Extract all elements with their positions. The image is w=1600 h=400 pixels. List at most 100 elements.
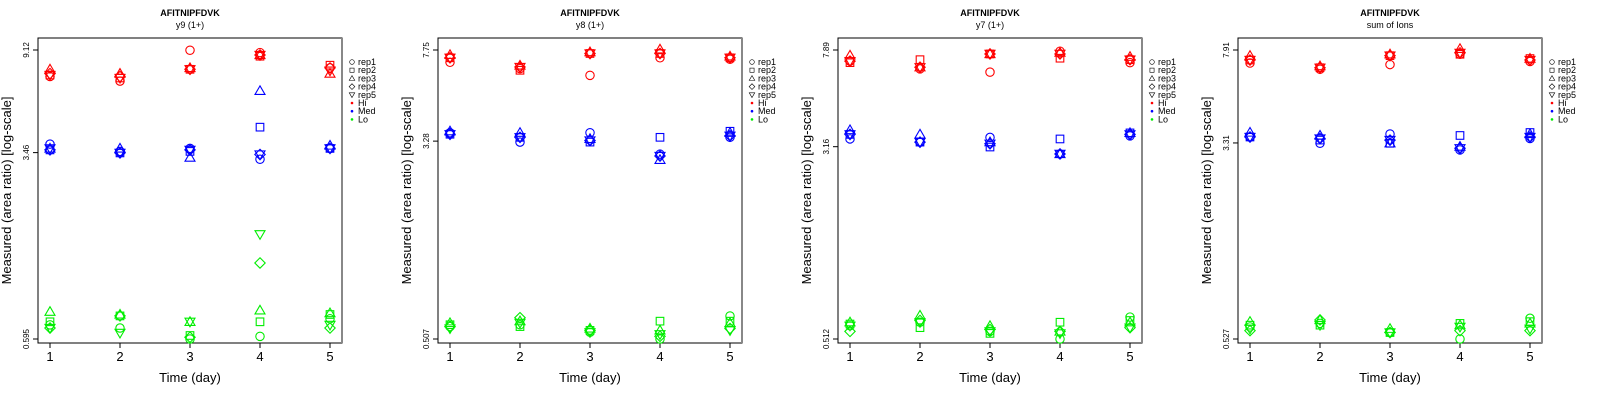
x-axis-label: Time (day)	[959, 370, 1021, 385]
data-point-lo-rep1	[725, 311, 735, 321]
legend-label: rep2	[1158, 65, 1176, 75]
x-tick-label: 1	[446, 349, 453, 364]
legend-symbol-icon	[1548, 92, 1556, 99]
data-point-lo-rep3	[324, 306, 336, 318]
data-point-lo-rep2	[255, 317, 265, 327]
legend-symbol-icon	[1549, 59, 1555, 65]
legend-label: rep5	[758, 90, 776, 100]
data-point-hi-rep5	[914, 63, 926, 74]
data-point-med-rep5	[654, 151, 666, 163]
data-point-lo-rep1	[1455, 334, 1465, 344]
legend-symbol-icon	[348, 83, 356, 90]
legend-symbol-icon	[1149, 59, 1155, 65]
x-axis-label: Time (day)	[159, 370, 221, 385]
data-point-lo-rep5	[1314, 321, 1326, 332]
y-axis-label: Measured (area ratio) [log-scale]	[0, 97, 14, 285]
x-axis-label: Time (day)	[559, 370, 621, 385]
data-point-med-rep1	[515, 137, 525, 147]
data-point-med-rep3	[184, 151, 196, 162]
legend-label: Med	[1158, 106, 1176, 116]
data-point-med-rep1	[185, 143, 195, 154]
data-point-lo-rep5	[44, 323, 56, 335]
legend-symbol-icon	[748, 75, 756, 81]
data-point-med-rep5	[254, 150, 266, 161]
legend-symbol-icon	[748, 92, 756, 99]
data-point-lo-rep5	[984, 327, 996, 338]
y-axis-label: Measured (area ratio) [log-scale]	[399, 97, 414, 285]
data-point-med-rep1	[45, 139, 55, 149]
data-point-hi-rep4	[324, 61, 336, 74]
data-point-lo-rep5	[1524, 324, 1536, 335]
data-point-med-rep5	[444, 130, 456, 141]
data-point-hi-rep5	[444, 53, 456, 64]
data-point-med-rep3	[114, 142, 126, 153]
y-tick-label: 7.89	[822, 42, 831, 58]
y-tick-label: 9.12	[22, 42, 31, 58]
data-point-med-rep2	[255, 122, 265, 132]
data-point-hi-rep5	[114, 73, 126, 85]
y-tick-label: 0.507	[422, 328, 431, 349]
data-point-med-rep5	[324, 144, 336, 155]
data-point-lo-rep3	[44, 305, 56, 316]
legend-label: rep3	[1158, 73, 1176, 83]
data-point-med-rep5	[914, 137, 926, 149]
data-point-hi-rep5	[324, 66, 336, 77]
x-tick-label: 4	[656, 349, 663, 364]
plot-frame	[437, 37, 743, 344]
y-tick-label: 0.527	[1222, 328, 1231, 349]
data-point-med-rep3	[254, 84, 266, 96]
data-point-hi-rep5	[184, 65, 196, 76]
legend-symbol-icon	[348, 75, 356, 81]
legend-symbol-icon	[348, 83, 356, 90]
y-tick-label: 7.91	[1222, 42, 1231, 58]
legend-symbol-icon	[1149, 67, 1155, 73]
legend-label: Hi	[758, 98, 767, 108]
data-point-hi-rep5	[844, 56, 856, 68]
chart-subtitle: sum of Ions	[1367, 20, 1414, 30]
x-tick-label: 3	[586, 349, 593, 364]
legend-dot-icon	[1150, 118, 1154, 121]
legend-symbol-icon	[1149, 59, 1155, 65]
data-point-hi-rep5	[1054, 49, 1066, 61]
data-point-lo-rep4	[324, 322, 336, 335]
legend-label: rep3	[358, 73, 376, 83]
legend-symbol-icon	[748, 92, 756, 99]
x-tick-label: 2	[516, 349, 523, 364]
chart-title: AFITNIPFDVK	[1360, 8, 1420, 18]
data-point-lo-rep5	[444, 324, 456, 335]
data-point-lo-rep5	[914, 318, 926, 329]
data-point-lo-rep4	[254, 257, 266, 269]
data-point-hi-rep3	[1454, 42, 1466, 53]
data-point-hi-rep3	[654, 43, 666, 54]
legend-symbol-icon	[1548, 75, 1556, 81]
data-point-lo-rep1	[655, 334, 665, 344]
x-tick-label: 3	[986, 349, 993, 364]
data-point-hi-rep5	[654, 49, 666, 60]
data-point-hi-rep2	[515, 65, 525, 75]
data-point-lo-rep3	[984, 319, 996, 330]
data-point-lo-rep1	[255, 331, 265, 342]
legend-symbol-icon	[1149, 67, 1155, 73]
legend-symbol-icon	[749, 59, 755, 65]
chart-subtitle: y8 (1+)	[576, 20, 604, 30]
legend-symbol-icon	[349, 59, 355, 65]
legend-symbol-icon	[749, 67, 755, 73]
legend-label: rep4	[1558, 82, 1576, 92]
legend-symbol-icon	[1148, 92, 1156, 99]
data-point-hi-rep3	[844, 49, 856, 60]
data-point-hi-rep5	[984, 49, 996, 61]
data-point-lo-rep3	[1124, 316, 1136, 327]
legend-label: Hi	[1158, 98, 1167, 108]
data-point-hi-rep5	[44, 70, 56, 82]
legend-dot-icon	[750, 118, 754, 121]
y-tick-label: 3.46	[22, 144, 31, 160]
data-point-hi-rep3	[914, 61, 926, 72]
legend-dot-icon	[1550, 101, 1554, 105]
data-point-hi-rep5	[514, 62, 526, 74]
legend-symbol-icon	[1549, 67, 1555, 73]
legend-symbol-icon	[1548, 83, 1556, 90]
x-tick-label: 5	[1526, 349, 1533, 364]
legend-label: rep5	[358, 90, 376, 100]
data-point-hi-rep5	[584, 49, 596, 60]
